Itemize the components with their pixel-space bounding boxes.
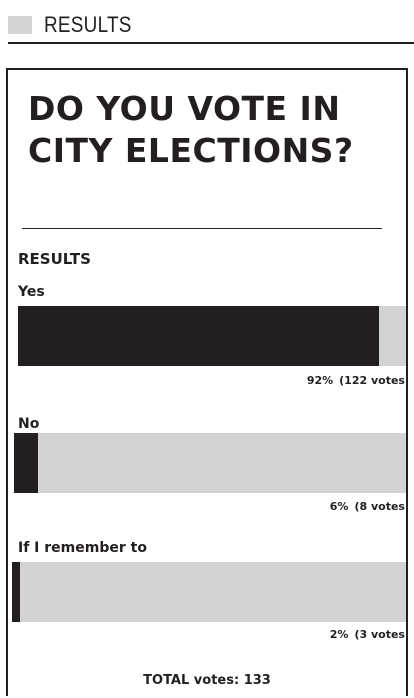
percent-label: 2%: [329, 628, 349, 641]
option-stat: 6% (8 votes): [329, 500, 408, 513]
votes-label: (8 votes): [354, 500, 408, 513]
section-divider: [8, 42, 414, 44]
section-header: RESULTS: [0, 0, 414, 44]
option-label: No: [18, 416, 40, 432]
poll-option: Yes 92% (122 votes): [18, 284, 408, 404]
percent-label: 6%: [329, 500, 349, 513]
option-stat: 2% (3 votes): [329, 628, 408, 641]
option-label: Yes: [18, 284, 45, 300]
percent-label: 92%: [306, 374, 334, 387]
option-label: If I remember to: [18, 540, 147, 556]
poll-option: If I remember to 2% (3 votes): [12, 540, 408, 660]
results-heading: RESULTS: [18, 250, 91, 268]
poll-results-card: DO YOU VOTE IN CITY ELECTIONS? RESULTS Y…: [6, 68, 408, 696]
bar-fill: [18, 306, 379, 366]
total-votes: TOTAL votes: 133: [143, 673, 271, 688]
poll-question: DO YOU VOTE IN CITY ELECTIONS?: [28, 89, 354, 170]
bar-track: [12, 562, 406, 622]
votes-label: (122 votes): [339, 374, 408, 387]
option-stat: 92% (122 votes): [306, 374, 408, 387]
bar-fill: [14, 433, 38, 493]
bar-fill: [12, 562, 20, 622]
poll-option: No 6% (8 votes): [14, 416, 408, 536]
section-label: RESULTS: [44, 12, 132, 37]
section-marker-icon: [8, 16, 32, 34]
bar-track: [18, 306, 406, 366]
votes-label: (3 votes): [354, 628, 408, 641]
question-divider: [22, 228, 382, 229]
bar-track: [14, 433, 406, 493]
